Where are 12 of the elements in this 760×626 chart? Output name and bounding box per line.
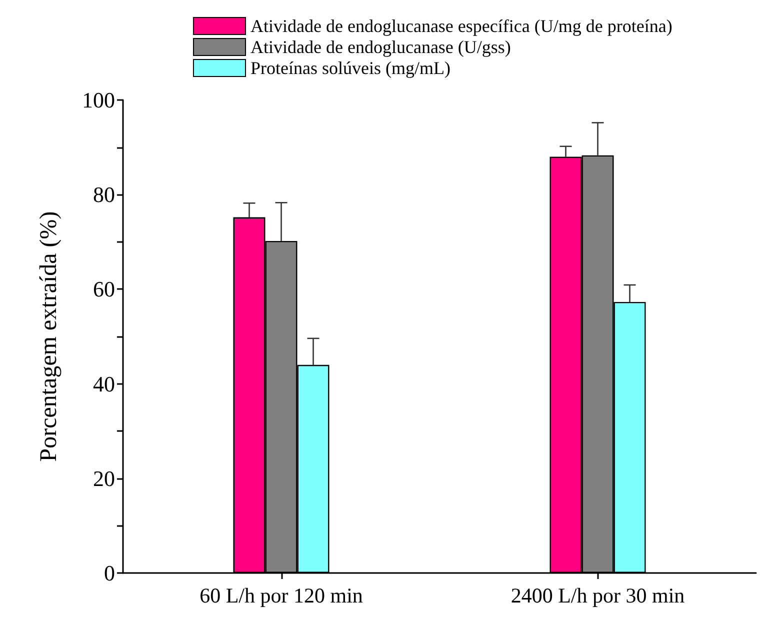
y-tick-label: 60 [93,276,115,302]
legend-label: Atividade de endoglucanase (U/gss) [250,37,511,57]
y-tick-label: 0 [104,560,115,586]
y-tick-label: 20 [93,466,115,491]
y-tick-label: 80 [93,182,115,208]
y-tick-label: 40 [93,371,115,396]
x-tick-label: 60 L/h por 120 min [200,584,364,608]
legend-label: Proteínas solúveis (mg/mL) [250,58,450,78]
x-tick-label: 2400 L/h por 30 min [510,584,686,608]
legend-label: Atividade de endoglucanase específica (U/mg de proteína) [250,16,672,36]
y-tick-label: 100 [82,88,115,112]
y-axis-title: Porcentagem extraída (%) [36,211,62,462]
